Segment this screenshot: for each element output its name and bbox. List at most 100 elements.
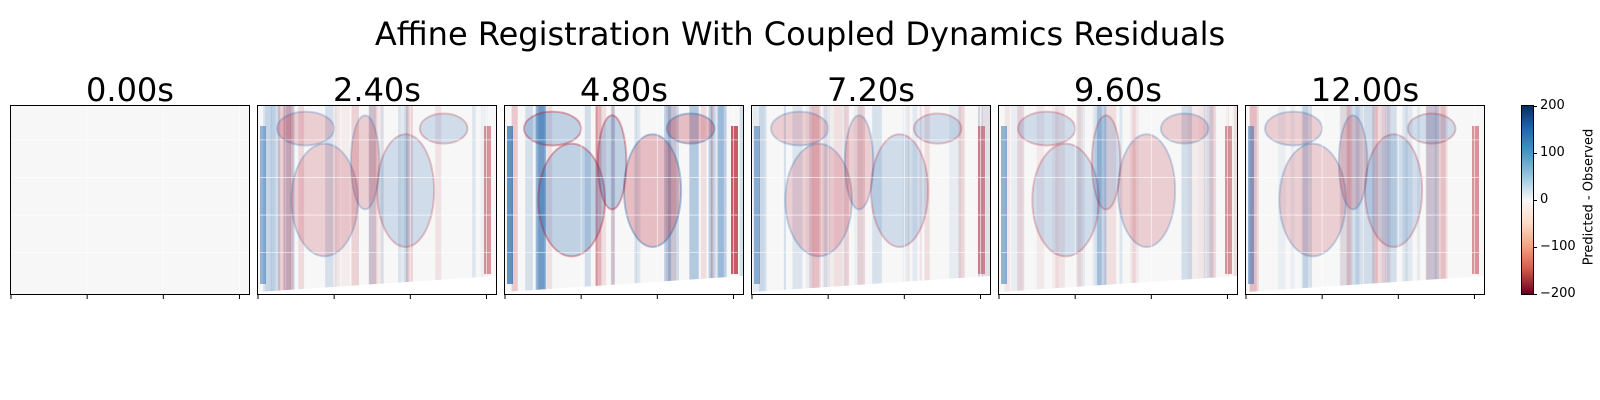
- axis-ticks: [257, 105, 497, 305]
- residual-streak: [289, 106, 295, 294]
- residual-streak: [1132, 106, 1136, 294]
- residual-streak: [368, 106, 376, 294]
- residual-streak: [285, 106, 292, 294]
- residual-streak: [912, 106, 918, 294]
- frame-panel: 0.00s: [7, 70, 250, 300]
- residual-streak: [809, 106, 821, 294]
- colorbar-tick-label: 0: [1540, 192, 1549, 207]
- residual-streak: [1416, 106, 1421, 294]
- residual-streak: [1092, 106, 1102, 294]
- axis-ticks: [998, 105, 1238, 305]
- padding-wedge: [999, 276, 1237, 294]
- colorbar-tick-label: 200: [1540, 98, 1565, 113]
- residual-edge: [1472, 126, 1479, 274]
- residual-streak: [1004, 106, 1010, 294]
- residual-streak: [666, 106, 677, 294]
- residual-streak: [1290, 106, 1295, 294]
- residual-streak: [333, 106, 341, 294]
- residual-blob: [1090, 114, 1122, 211]
- residual-blob: [1031, 142, 1100, 258]
- residual-streak: [1381, 106, 1390, 294]
- residual-streak: [1010, 106, 1023, 294]
- residual-blob: [870, 133, 930, 248]
- residual-streak: [907, 106, 910, 294]
- frame-image: [751, 105, 991, 295]
- colorbar-tick-label: −200: [1540, 286, 1576, 301]
- residual-streak: [854, 106, 864, 294]
- residual-streak: [1077, 106, 1082, 294]
- residual-blob: [784, 142, 853, 258]
- residual-streak: [981, 106, 990, 294]
- residual-streak: [978, 106, 981, 294]
- residual-streak: [792, 106, 803, 294]
- residual-edge: [1225, 126, 1232, 274]
- residual-streak: [511, 106, 518, 294]
- residual-streak: [842, 106, 846, 294]
- residual-streak: [538, 106, 547, 294]
- residual-streak: [834, 106, 843, 294]
- residual-blob: [596, 114, 628, 211]
- axis-ticks: [504, 105, 744, 305]
- residual-streak: [1129, 106, 1139, 294]
- frame-image: [504, 105, 744, 295]
- residual-blob: [665, 112, 716, 145]
- frame-panel: 2.40s: [257, 70, 497, 300]
- residual-streak: [664, 106, 672, 294]
- residual-streak: [1340, 106, 1352, 294]
- residual-streak: [1346, 106, 1354, 294]
- frame-title: 7.20s: [827, 71, 915, 109]
- padding-wedge: [258, 276, 496, 294]
- residual-blob: [1364, 133, 1424, 248]
- frame-image: [10, 105, 250, 295]
- residual-streak: [325, 106, 333, 294]
- residual-streak: [689, 106, 699, 294]
- residual-streak: [752, 106, 765, 294]
- residual-streak: [812, 106, 820, 294]
- residual-streak: [1434, 106, 1446, 294]
- residual-streak: [398, 106, 401, 294]
- residual-streak: [270, 106, 280, 294]
- residual-streak: [277, 106, 286, 294]
- frame-image: [257, 105, 497, 295]
- residual-streak: [1119, 106, 1123, 294]
- residual-streak: [1375, 106, 1387, 294]
- residual-streak: [1052, 106, 1059, 294]
- residual-streak: [480, 106, 488, 294]
- residual-streak: [1187, 106, 1199, 294]
- residual-streak: [1351, 106, 1363, 294]
- residual-streak: [536, 106, 546, 294]
- residual-streak: [377, 106, 384, 294]
- residual-edge: [731, 126, 738, 274]
- frame-panel: 4.80s: [504, 70, 744, 300]
- residual-streak: [711, 106, 716, 294]
- residual-streak: [265, 106, 276, 294]
- padding-wedge: [1246, 276, 1484, 294]
- residual-streak: [1402, 106, 1408, 294]
- residual-streak: [783, 106, 786, 294]
- residual-streak: [667, 106, 679, 294]
- residual-streak: [535, 106, 545, 294]
- frame-image: [998, 105, 1238, 295]
- padding-wedge: [505, 276, 743, 294]
- residual-streak: [1104, 106, 1117, 294]
- residual-streak: [1017, 106, 1025, 294]
- residual-streak: [1055, 106, 1065, 294]
- residual-blob: [1337, 114, 1369, 211]
- residual-streak: [536, 106, 547, 294]
- residual-streak: [369, 106, 378, 294]
- residual-streak: [341, 106, 350, 294]
- residual-edge: [260, 126, 266, 284]
- residual-streak: [595, 106, 598, 294]
- residual-streak: [1233, 106, 1237, 294]
- colorbar-tick: [1533, 200, 1537, 201]
- residual-streak: [823, 106, 830, 294]
- residual-streak: [902, 106, 909, 294]
- colorbar-tick: [1533, 294, 1537, 295]
- colorbar-tick-label: 100: [1540, 145, 1565, 160]
- residual-edge: [754, 126, 760, 284]
- residual-streak: [283, 106, 294, 294]
- residual-streak: [525, 106, 533, 294]
- residual-streak: [283, 106, 295, 294]
- residual-streak: [872, 106, 882, 294]
- frame-panel: 7.20s: [751, 70, 991, 300]
